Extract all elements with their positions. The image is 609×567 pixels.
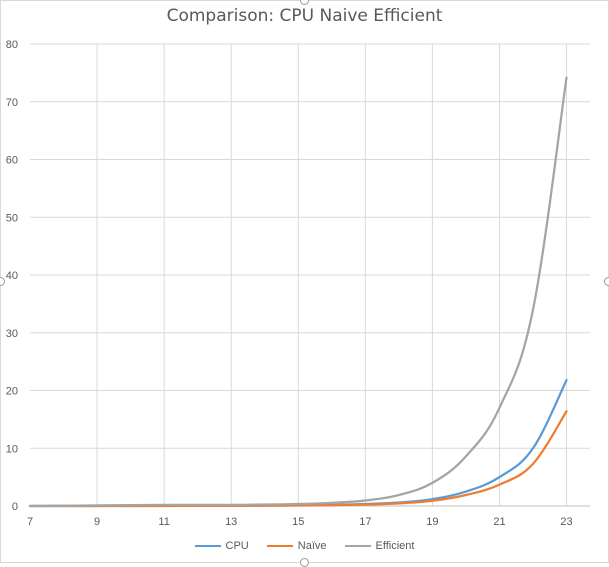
y-tick-label: 0 [12, 501, 18, 513]
y-tick-label: 80 [6, 39, 18, 51]
y-tick-label: 40 [6, 270, 18, 282]
x-tick-label: 11 [158, 516, 169, 528]
resize-handle-top[interactable] [300, 0, 309, 5]
legend-swatch [266, 545, 293, 547]
x-tick-label: 23 [560, 516, 572, 528]
y-tick-label: 20 [6, 386, 18, 398]
y-tick-label: 60 [6, 155, 18, 167]
x-tick-label: 9 [94, 516, 100, 528]
legend-swatch [344, 545, 371, 547]
y-axis-tick-labels: 0 10 20 30 40 50 60 70 80 [6, 39, 18, 513]
gridlines [30, 43, 590, 506]
legend-label: Efficient [375, 540, 415, 552]
legend: CPU Naïve Efficient [0, 540, 609, 552]
y-tick-label: 30 [6, 328, 18, 340]
x-tick-label: 13 [225, 516, 237, 528]
legend-label: CPU [225, 540, 249, 552]
series-line-efficient [28, 76, 568, 508]
legend-swatch [194, 545, 221, 547]
resize-handle-left[interactable] [0, 277, 5, 286]
legend-item-cpu: CPU [194, 540, 249, 552]
legend-label: Naïve [297, 540, 327, 552]
resize-handle-right[interactable] [604, 277, 609, 286]
x-tick-label: 15 [292, 516, 304, 528]
x-axis-tick-labels: 7 9 11 13 15 17 19 21 23 [27, 516, 573, 528]
x-tick-label: 17 [359, 516, 371, 528]
x-tick-label: 7 [27, 516, 33, 528]
series-lines [28, 76, 568, 508]
legend-item-efficient: Efficient [344, 540, 415, 552]
y-tick-label: 10 [6, 443, 18, 455]
x-tick-label: 21 [493, 516, 505, 528]
y-tick-label: 50 [6, 212, 18, 224]
legend-item-nai-ve: Naïve [266, 540, 327, 552]
y-tick-label: 70 [6, 97, 18, 109]
x-tick-label: 19 [426, 516, 438, 528]
chart-title: Comparison: CPU Naive Efficient [166, 6, 443, 26]
